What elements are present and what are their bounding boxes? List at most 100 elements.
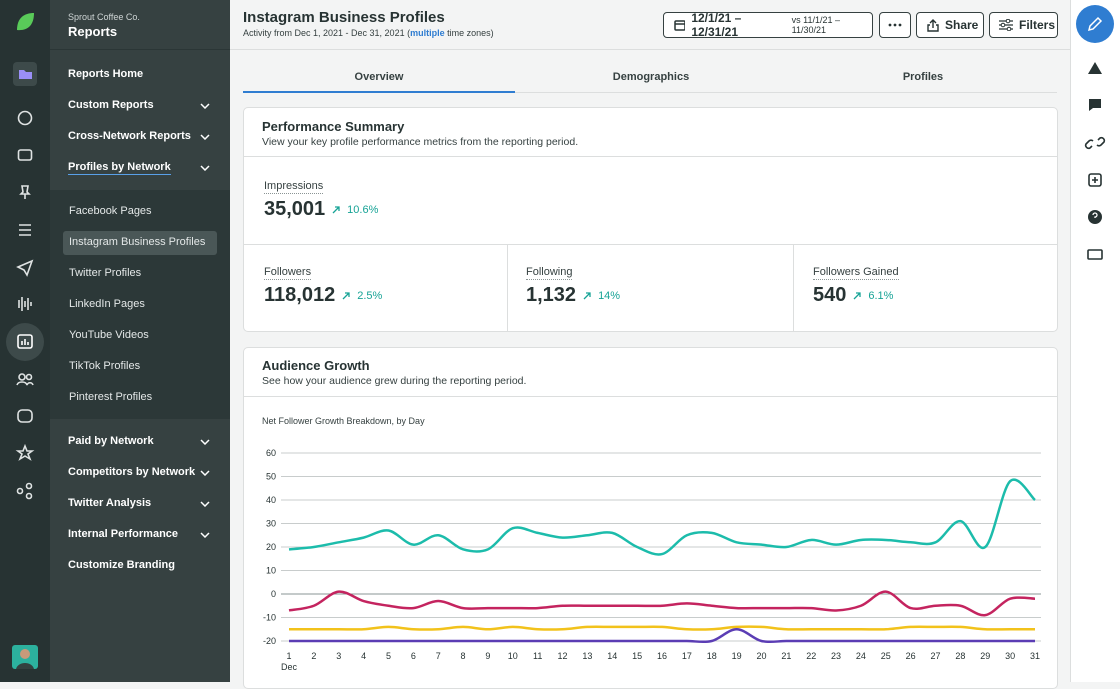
x-tick-label: 30 bbox=[1005, 651, 1015, 661]
pin-icon[interactable] bbox=[21, 186, 29, 199]
x-tick-label: 8 bbox=[461, 651, 466, 661]
link-icon[interactable] bbox=[1086, 138, 1105, 149]
nav-item[interactable]: Twitter Analysis bbox=[68, 497, 151, 509]
y-tick-label: 60 bbox=[266, 448, 276, 458]
tab[interactable]: Demographics bbox=[515, 71, 787, 83]
trend-arrow bbox=[341, 291, 351, 301]
metric-change: 6.1% bbox=[868, 290, 893, 302]
org-name: Sprout Coffee Co. bbox=[68, 12, 140, 22]
dashboard-icon[interactable] bbox=[19, 112, 32, 125]
keyboard-icon[interactable] bbox=[1088, 250, 1102, 259]
send-icon[interactable] bbox=[18, 261, 32, 275]
more-button[interactable] bbox=[879, 12, 911, 38]
trend-arrow bbox=[331, 205, 341, 215]
x-tick-label: 11 bbox=[533, 651, 542, 661]
nav-subitem[interactable]: YouTube Videos bbox=[69, 329, 149, 341]
card-subtitle: See how your audience grew during the re… bbox=[262, 375, 526, 387]
metric-label: Impressions bbox=[264, 180, 323, 194]
x-tick-label: 21 bbox=[781, 651, 791, 661]
right-rail bbox=[1071, 0, 1120, 682]
nav-subitem[interactable]: Pinterest Profiles bbox=[69, 391, 152, 403]
arrow bbox=[854, 293, 860, 299]
y-tick-label: 30 bbox=[266, 519, 276, 529]
series-line bbox=[289, 629, 1035, 642]
divider bbox=[793, 244, 794, 331]
chevron bbox=[200, 134, 210, 140]
nav-subitem[interactable]: Twitter Profiles bbox=[69, 267, 141, 279]
list-icon[interactable] bbox=[19, 225, 31, 235]
x-tick-label: 7 bbox=[436, 651, 441, 661]
metric-row: 35,001 10.6% bbox=[264, 198, 378, 221]
metric-label: Followers Gained bbox=[813, 266, 899, 280]
x-tick-label: 20 bbox=[756, 651, 766, 661]
card-title: Performance Summary bbox=[262, 119, 404, 134]
metric-change: 10.6% bbox=[347, 204, 378, 216]
date-range: 12/1/21 – 12/31/21 bbox=[691, 11, 785, 39]
compose-button[interactable] bbox=[1076, 5, 1114, 43]
nav-item[interactable]: Profiles by Network bbox=[68, 161, 171, 175]
nav-subitem[interactable]: Facebook Pages bbox=[69, 205, 152, 217]
x-tick-label: 6 bbox=[411, 651, 416, 661]
alerts-icon[interactable] bbox=[1088, 62, 1102, 74]
trend-arrow bbox=[852, 291, 862, 301]
series-line bbox=[289, 627, 1035, 630]
y-tick-label: 40 bbox=[266, 495, 276, 505]
x-tick-label: 17 bbox=[682, 651, 692, 661]
subtitle-text: time zones) bbox=[445, 28, 494, 38]
inbox-icon[interactable] bbox=[19, 150, 32, 160]
main: Instagram Business Profiles Activity fro… bbox=[230, 0, 1071, 682]
bot-icon[interactable] bbox=[18, 410, 32, 422]
nav-subitem[interactable]: LinkedIn Pages bbox=[69, 298, 145, 310]
divider bbox=[244, 244, 1057, 245]
nav-subitem[interactable]: Instagram Business Profiles bbox=[69, 236, 205, 248]
x-tick-label: 24 bbox=[856, 651, 866, 661]
activity-icon[interactable] bbox=[1089, 99, 1101, 111]
nav-item[interactable]: Cross-Network Reports bbox=[68, 130, 191, 142]
nav-subitem[interactable]: TikTok Profiles bbox=[69, 360, 140, 372]
x-tick-label: 25 bbox=[881, 651, 891, 661]
y-tick-label: -10 bbox=[263, 613, 276, 623]
x-tick-label: 9 bbox=[485, 651, 490, 661]
nav-item[interactable]: Customize Branding bbox=[68, 559, 175, 571]
filters-icon bbox=[999, 19, 1013, 31]
x-tick-label: 14 bbox=[607, 651, 617, 661]
x-tick-label: 29 bbox=[980, 651, 990, 661]
date-picker[interactable]: 12/1/21 – 12/31/21 vs 11/1/21 – 11/30/21 bbox=[663, 12, 873, 38]
star-icon[interactable] bbox=[18, 446, 32, 459]
nav-item[interactable]: Competitors by Network bbox=[68, 466, 195, 478]
share-button[interactable]: Share bbox=[916, 12, 984, 38]
trend-arrow bbox=[582, 291, 592, 301]
card-subtitle: View your key profile performance metric… bbox=[262, 136, 578, 148]
x-tick-label: 16 bbox=[657, 651, 667, 661]
nav-item[interactable]: Paid by Network bbox=[68, 435, 154, 447]
tab[interactable]: Profiles bbox=[787, 71, 1059, 83]
listening-icon[interactable] bbox=[19, 297, 31, 311]
chart-title: Net Follower Growth Breakdown, by Day bbox=[262, 416, 425, 426]
subtitle-link[interactable]: multiple bbox=[410, 28, 445, 38]
rail-icons bbox=[0, 0, 50, 682]
arrow bbox=[343, 293, 349, 299]
nav-item[interactable]: Custom Reports bbox=[68, 99, 154, 111]
audience-card: Audience Growth See how your audience gr… bbox=[243, 347, 1058, 689]
nav-item[interactable]: Reports Home bbox=[68, 68, 143, 80]
nav-item[interactable]: Internal Performance bbox=[68, 528, 178, 540]
header-divider bbox=[230, 49, 1070, 50]
chevron-line bbox=[201, 104, 209, 108]
filters-button[interactable]: Filters bbox=[989, 12, 1058, 38]
tab[interactable]: Overview bbox=[243, 71, 515, 83]
x-tick-label: 1 bbox=[286, 651, 291, 661]
divider bbox=[244, 156, 1057, 157]
y-tick-label: -20 bbox=[263, 636, 276, 646]
metric-value: 1,132 bbox=[526, 284, 576, 307]
metric-value: 118,012 bbox=[264, 284, 335, 307]
chevron-line bbox=[201, 166, 209, 170]
series-line bbox=[289, 592, 1035, 616]
metric-value: 35,001 bbox=[264, 198, 325, 221]
filters-label: Filters bbox=[1019, 18, 1055, 32]
more-icon bbox=[888, 23, 902, 27]
chevron-line bbox=[201, 533, 209, 537]
integrations-icon[interactable] bbox=[18, 489, 23, 494]
people-icon[interactable] bbox=[19, 374, 25, 380]
x-tick-label: 31 bbox=[1030, 651, 1040, 661]
